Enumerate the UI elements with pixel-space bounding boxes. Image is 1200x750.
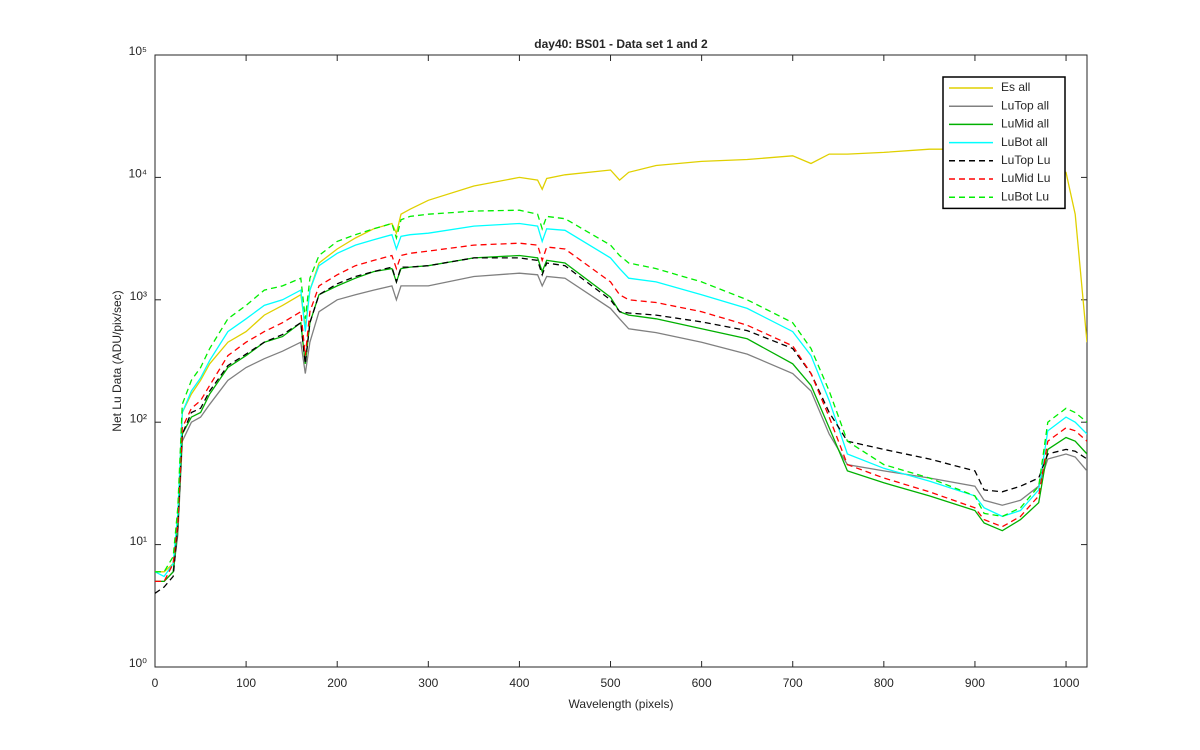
y-tick-label: 10⁵ [129,44,147,58]
legend-label: Es all [1001,80,1030,94]
y-tick-label: 10² [130,411,147,425]
series-line [155,272,1087,583]
x-tick-label: 800 [874,676,894,690]
legend-label: LuTop Lu [1001,153,1050,167]
legend-label: LuBot Lu [1001,189,1049,203]
x-tick-label: 700 [783,676,803,690]
y-tick-label: 10¹ [130,534,147,548]
x-tick-label: 400 [509,676,529,690]
series-line [155,257,1087,594]
y-tick-label: 10³ [130,289,147,303]
x-tick-label: 0 [152,676,159,690]
x-axis-label: Wavelength (pixels) [569,697,674,711]
y-tick-label: 10⁰ [129,656,147,670]
y-tick-label: 10⁴ [128,167,147,181]
legend-label: LuMid all [1001,117,1049,131]
series-line [155,254,1087,583]
x-tick-label: 900 [965,676,985,690]
legend-label: LuBot all [1001,135,1048,149]
x-tick-label: 200 [327,676,347,690]
x-tick-label: 1000 [1053,676,1080,690]
x-tick-label: 500 [601,676,621,690]
y-axis-label: Net Lu Data (ADU/pix/sec) [110,290,124,431]
legend-label: LuTop all [1001,98,1049,112]
plot-area [154,54,1088,668]
x-tick-label: 600 [692,676,712,690]
x-tick-label: 300 [418,676,438,690]
series-line [155,209,1087,573]
legend-label: LuMid Lu [1001,171,1050,185]
x-tick-label: 100 [236,676,256,690]
chart-title: day40: BS01 - Data set 1 and 2 [534,37,708,51]
series-line [155,222,1087,578]
